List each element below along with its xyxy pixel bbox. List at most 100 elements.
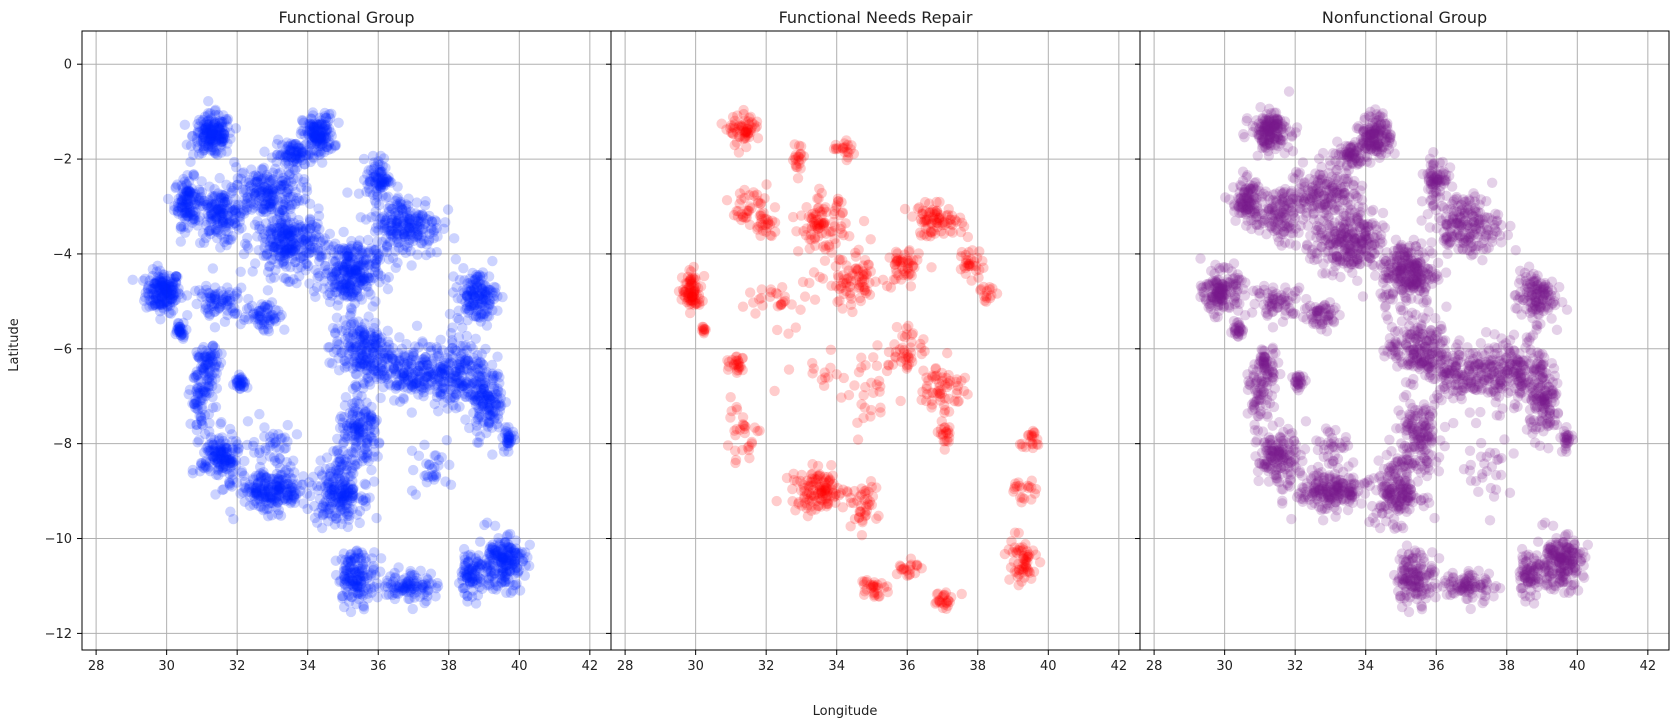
scatter-point [178,194,189,205]
scatter-point [150,290,162,302]
scatter-point [424,210,435,222]
scatter-point [269,437,281,449]
scatter-point [170,287,181,298]
scatter-point [447,322,458,333]
scatter-point [476,388,488,399]
scatter-point [218,110,229,121]
scatter-point [167,278,178,289]
scatter-point [159,284,171,296]
scatter-point [184,187,196,198]
scatter-point [337,590,348,602]
scatter-point [188,194,199,205]
scatter-point [151,276,162,287]
scatter-point [407,603,418,615]
x-tick-label: 40 [511,659,528,674]
scatter-point [458,262,469,274]
scatter-point [194,201,206,212]
scatter-point [154,299,165,311]
scatter-point [160,279,172,290]
scatter-point [792,246,804,257]
scatter-point [188,191,200,203]
scatter-point [182,309,193,321]
scatter-point [691,289,702,300]
scatter-point [487,255,498,267]
scatter-point [152,290,164,301]
scatter-point [273,504,285,516]
scatter-point [183,190,194,202]
scatter-point [366,464,377,476]
scatter-point [209,291,221,302]
scatter-point [156,277,168,288]
scatter-point [819,255,831,266]
scatter-point [179,227,191,238]
scatter-point [290,198,301,210]
scatter-point [325,462,336,474]
scatter-point [186,190,198,201]
panel-title: Functional Group [278,8,414,27]
scatter-point [309,242,321,254]
scatter-point [500,576,512,587]
scatter-point [154,272,165,283]
scatter-point [347,587,359,598]
scatter-point [181,186,192,197]
scatter-point [219,236,230,248]
scatter-point [137,275,149,286]
scatter-point [248,170,259,182]
scatter-point [356,547,368,558]
scatter-point [814,206,826,217]
scatter-point [489,520,501,532]
scatter-point [167,292,178,304]
scatter-point [350,381,362,393]
scatter-point [207,125,219,136]
scatter-point [194,211,205,222]
y-tick-label: −10 [45,532,72,547]
scatter-point [163,284,174,295]
scatter-point [216,202,228,213]
scatter-point [381,233,392,244]
scatter-point [127,274,138,286]
scatter-point [161,287,172,299]
scatter-point [164,289,175,301]
x-tick-label: 36 [370,659,387,674]
scatter-point [181,179,192,191]
scatter-point [150,292,162,304]
scatter-point [421,595,432,607]
scatter-point [147,294,159,305]
scatter-point [213,304,224,315]
scatter-point [424,384,436,395]
scatter-point [282,419,293,431]
scatter-point [368,357,379,368]
scatter-point [358,603,370,615]
scatter-point [202,358,214,369]
scatter-point [510,535,521,546]
scatter-point [443,376,454,387]
scatter-point [256,164,268,175]
scatter-point [739,184,750,196]
scatter-point [325,127,336,138]
scatter-point [152,282,164,293]
scatter-point [408,464,419,476]
scatter-point [146,289,158,300]
scatter-point [259,486,271,497]
scatter-point [492,351,503,362]
scatter-point [310,291,321,303]
scatter-point [209,117,221,128]
scatter-point [390,262,401,273]
scatter-point [375,181,386,192]
x-tick-label: 28 [88,659,105,674]
scatter-point [158,288,170,300]
scatter-point [175,223,186,235]
scatter-point [167,290,178,301]
scatter-point [333,117,344,128]
x-tick-label: 42 [582,659,599,674]
scatter-point [155,290,166,301]
scatter-point [209,366,220,378]
scatter-point [350,267,361,279]
scatter-point [291,429,303,440]
scatter-point [160,278,171,290]
scatter-point [184,208,196,219]
scatter-point [148,295,160,306]
scatter-point [166,289,177,300]
scatter-point [154,283,165,294]
